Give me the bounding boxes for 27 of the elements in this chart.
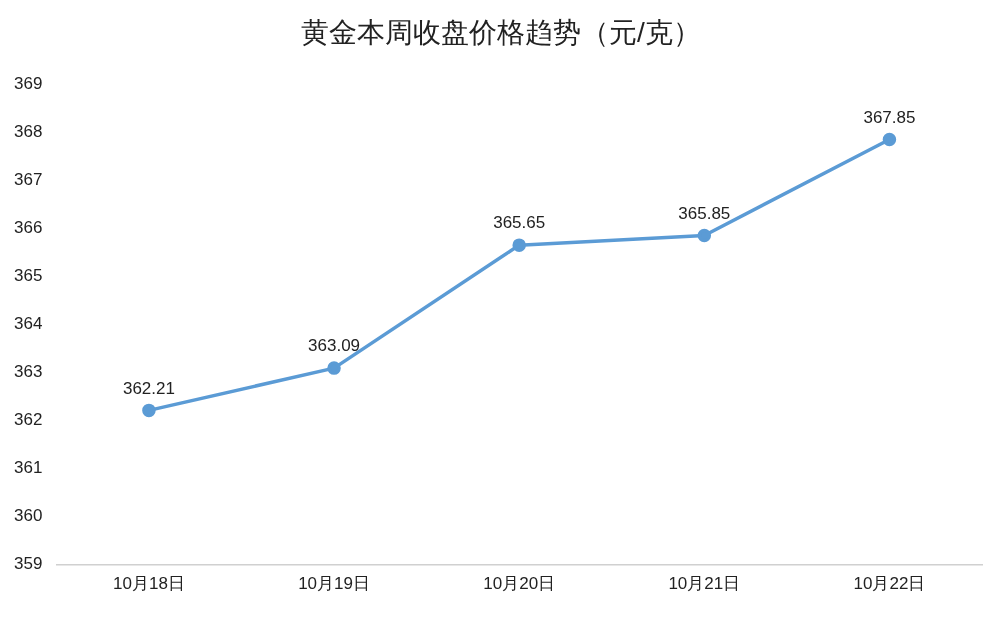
data-label: 365.85 [678,203,731,223]
y-tick-label: 361 [13,458,43,478]
point [697,228,712,243]
y-tick-label: 366 [13,218,43,238]
data-label: 363.09 [308,336,361,356]
point [882,132,897,147]
y-tick-label: 368 [13,121,43,141]
y-tick-label: 360 [13,506,43,526]
point [142,403,156,418]
x-tick-label: 10月20日 [483,574,556,594]
y-tick-label: 369 [13,73,43,93]
y-tick-label: 367 [13,169,43,189]
y-tick-label: 362 [13,410,43,430]
chart-title: 黄金本周收盘价格趋势（元/克） [300,16,702,50]
point [327,361,341,375]
y-tick-label: 365 [13,266,43,286]
y-tick-label: 359 [13,554,43,574]
data-label: 367.85 [863,107,916,127]
x-tick-label: 10月22日 [853,574,926,594]
x-tick-label: 10月18日 [113,574,185,594]
point [512,238,526,252]
y-tick-label: 363 [13,362,43,382]
data-label: 362.21 [122,378,175,398]
x-tick-label: 10月19日 [298,574,370,594]
y-tick-label: 364 [13,314,43,334]
data-label: 365.65 [493,213,546,233]
x-tick-label: 10月21日 [668,574,741,594]
